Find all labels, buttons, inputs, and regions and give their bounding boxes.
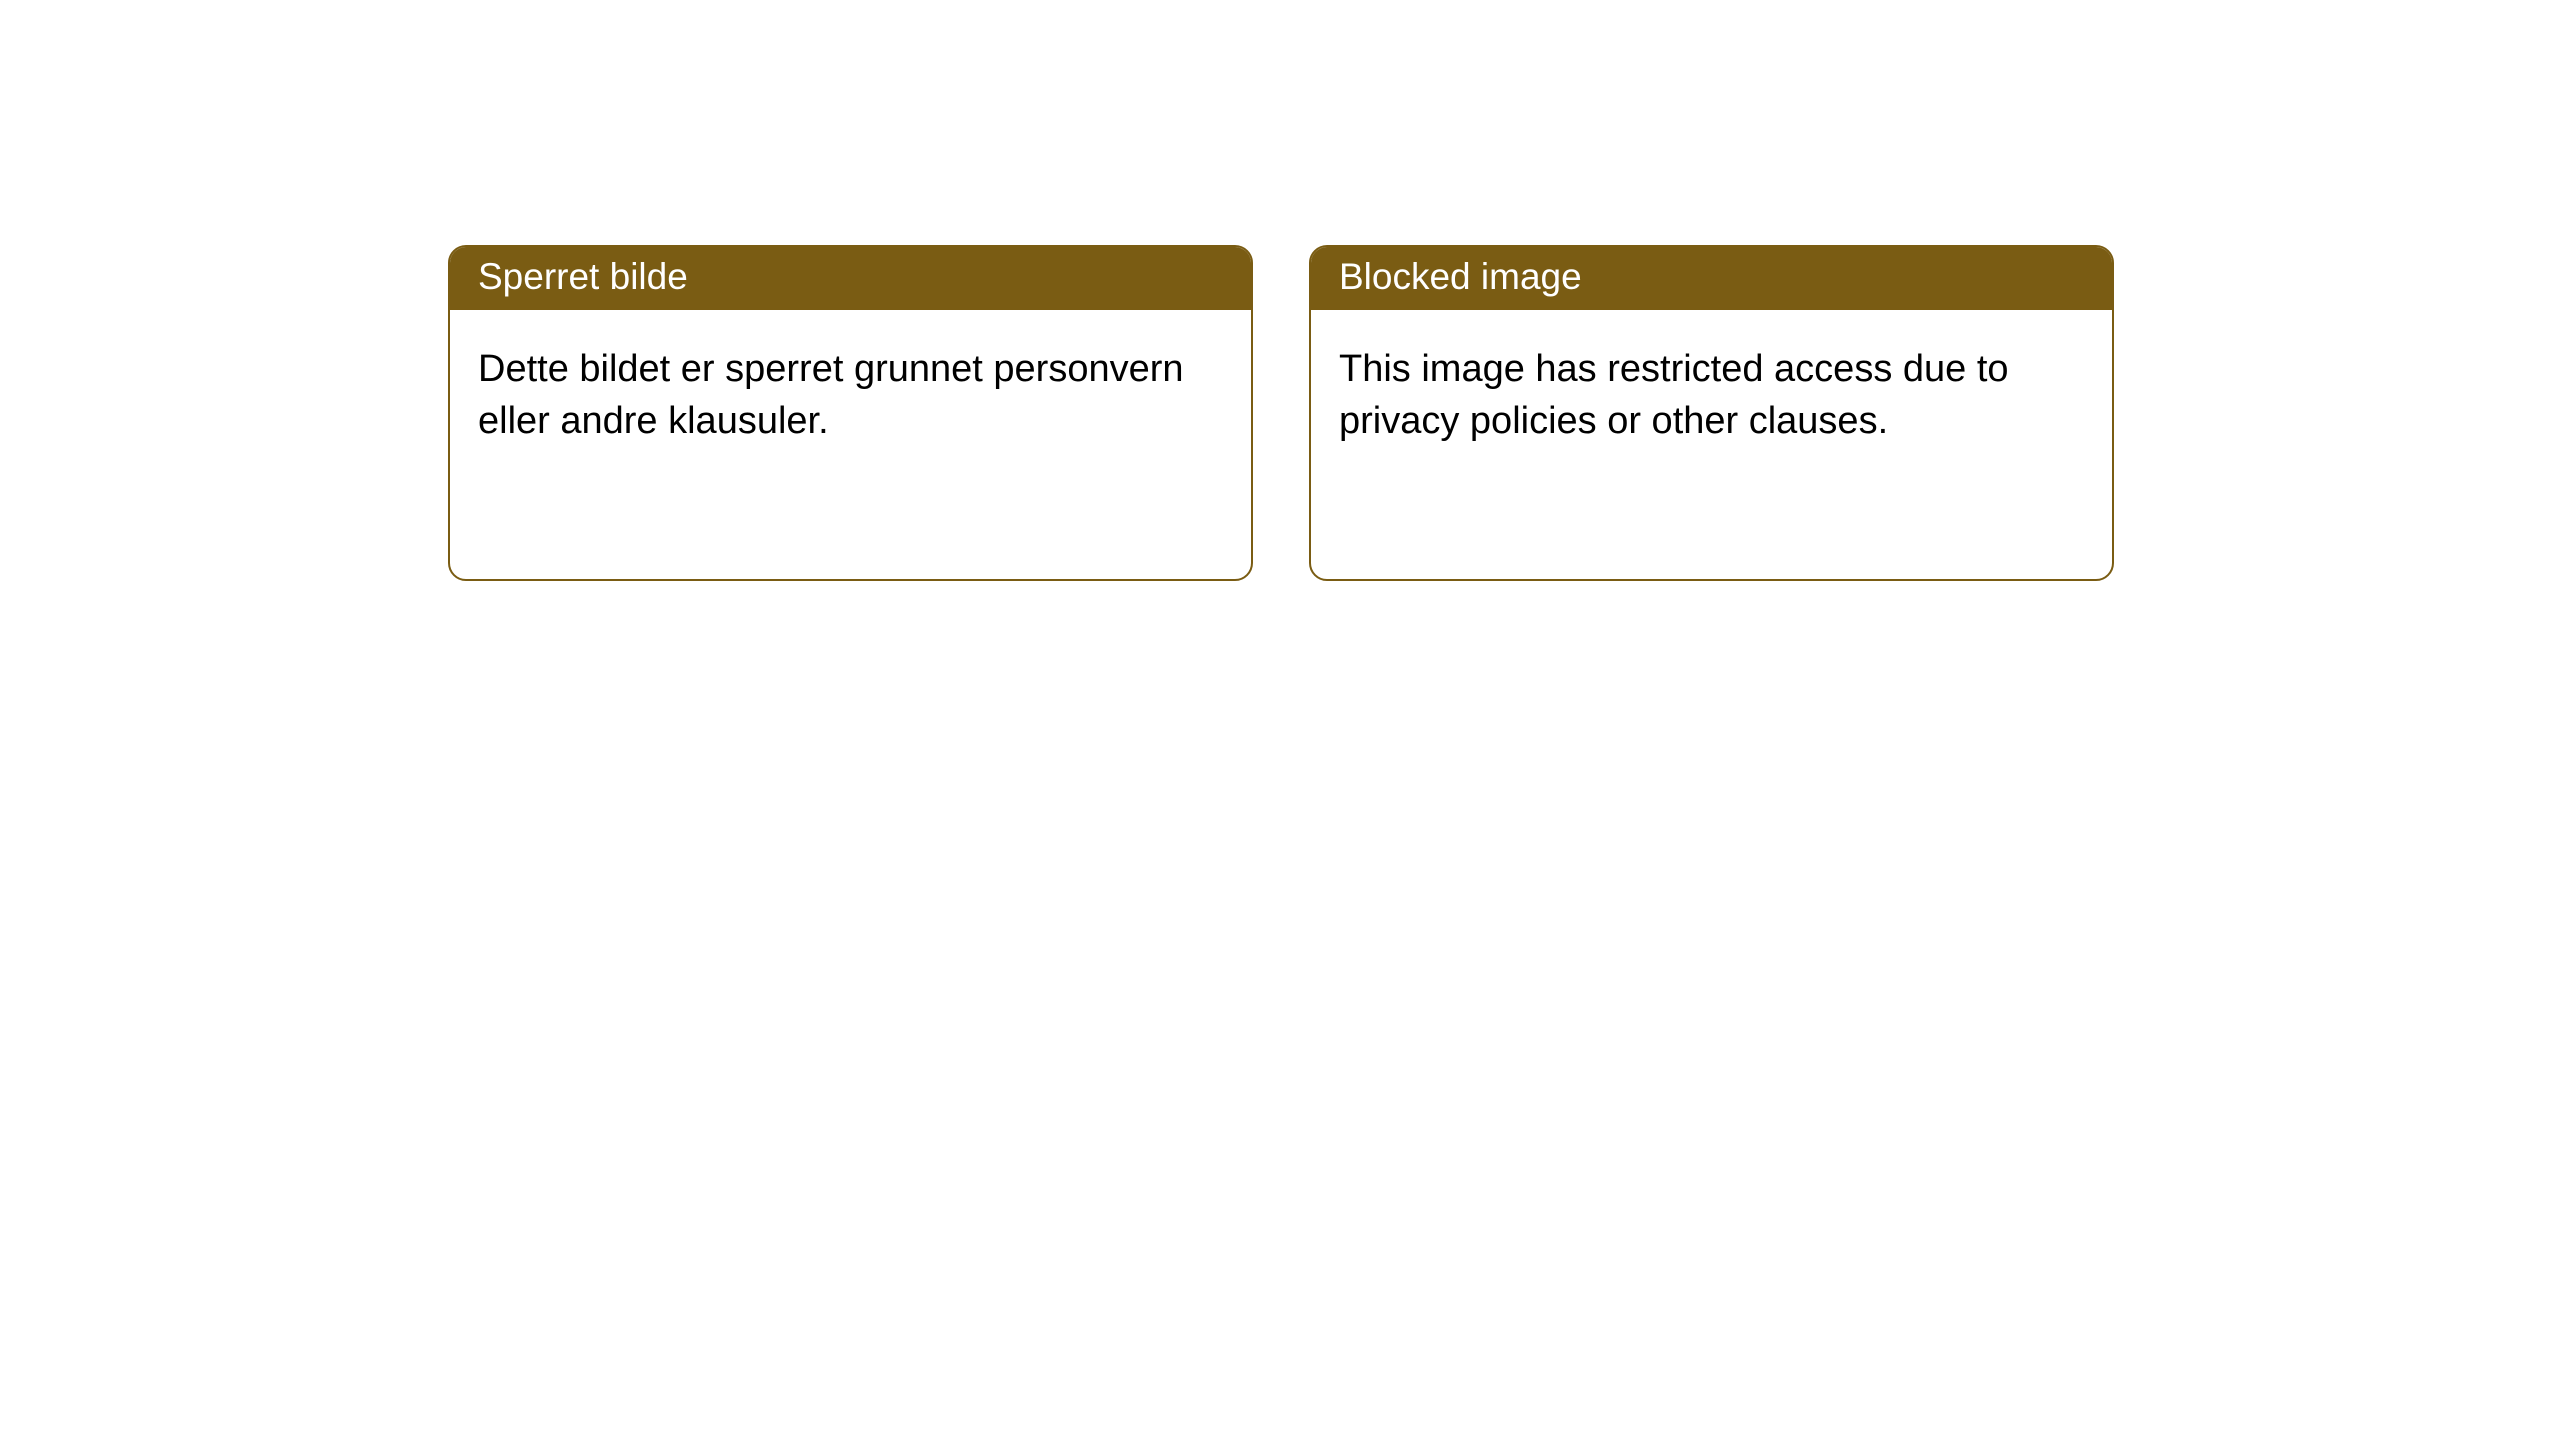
notice-card-title: Blocked image	[1311, 247, 2112, 310]
notice-card-body: This image has restricted access due to …	[1311, 310, 2112, 475]
notice-card-title: Sperret bilde	[450, 247, 1251, 310]
notice-cards-container: Sperret bilde Dette bildet er sperret gr…	[0, 0, 2560, 581]
notice-card-norwegian: Sperret bilde Dette bildet er sperret gr…	[448, 245, 1253, 581]
notice-card-body: Dette bildet er sperret grunnet personve…	[450, 310, 1251, 475]
notice-card-english: Blocked image This image has restricted …	[1309, 245, 2114, 581]
